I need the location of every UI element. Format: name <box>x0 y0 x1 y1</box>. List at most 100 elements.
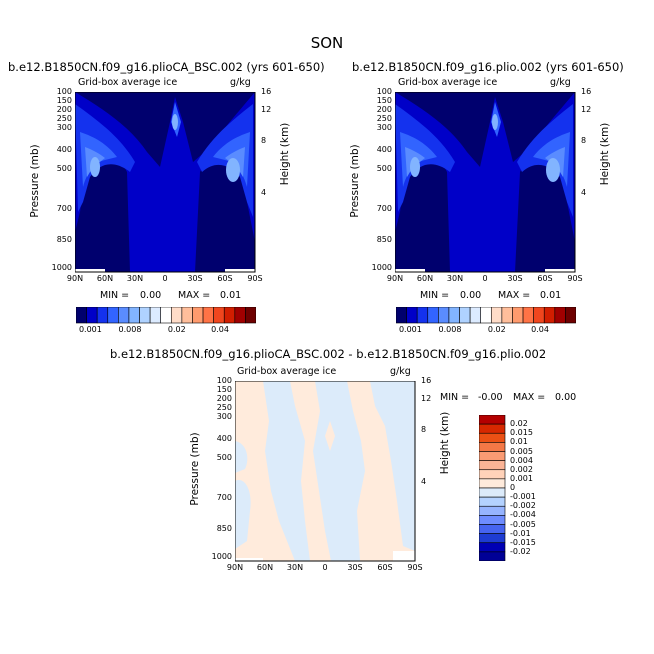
y2-tick-label: 4 <box>421 476 427 486</box>
y-tick-label: 250 <box>376 114 392 123</box>
colorbar-swatch <box>479 432 506 443</box>
x-tick-label: 90N <box>226 563 244 572</box>
colorbar-swatch <box>202 307 214 324</box>
y2-tick-label: 4 <box>261 187 267 197</box>
colorbar-swatch <box>479 469 506 480</box>
colorbar-label: 0.02 <box>167 325 186 334</box>
y-tick-label: 700 <box>376 204 392 213</box>
y-tick-label: 100 <box>216 376 232 385</box>
colorbar-swatch <box>245 307 256 324</box>
max-value: 0.01 <box>220 290 242 301</box>
colorbar-label: -0.001 <box>510 492 536 502</box>
x-tick-label: 30S <box>507 274 523 283</box>
panel-title: b.e12.B1850CN.f09_g16.plioCA_BSC.002 (yr… <box>8 60 325 74</box>
season-title: SON <box>310 34 344 52</box>
min-label: MIN = <box>440 392 470 403</box>
x-tick-label: 90S <box>567 274 583 283</box>
colorbar-label: 0.008 <box>438 325 462 334</box>
difference-plot <box>235 381 416 562</box>
colorbar-swatch <box>107 307 119 324</box>
right-string: g/kg <box>390 366 411 377</box>
colorbar-swatch <box>479 533 506 544</box>
colorbar-swatch <box>223 307 236 324</box>
colorbar-swatch <box>479 442 506 452</box>
colorbar-label: 0.001 <box>398 325 422 334</box>
x-tick-label: 30S <box>187 274 203 283</box>
y-tick-label: 150 <box>216 385 232 394</box>
y-tick-label: 1000 <box>51 263 72 273</box>
colorbar-label: 0.001 <box>510 473 533 483</box>
colorbar-swatch <box>479 515 506 525</box>
y-tick-label: 300 <box>376 123 392 132</box>
colorbar-swatch <box>479 415 506 425</box>
colorbar-swatch <box>479 487 506 498</box>
y-tick-label: 300 <box>216 412 232 421</box>
colorbar-label: 0.02 <box>510 419 528 429</box>
colorbar-swatch <box>427 307 439 324</box>
y-tick-label: 700 <box>56 204 72 213</box>
colorbar-swatch <box>128 307 140 324</box>
y-tick-label: 500 <box>376 164 392 174</box>
min-value: -0.00 <box>478 392 503 403</box>
y2-tick-label: 8 <box>261 135 267 145</box>
y-tick-label: 400 <box>376 144 392 154</box>
y-tick-label: 100 <box>56 87 72 96</box>
y-tick-label: 150 <box>376 96 392 105</box>
y2-tick-label: 12 <box>421 394 432 403</box>
panel-title: b.e12.B1850CN.f09_g16.plioCA_BSC.002 - b… <box>110 347 547 361</box>
colorbar-swatch <box>160 307 172 324</box>
colorbar-label: 0 <box>510 483 516 492</box>
colorbar-swatch <box>479 451 506 461</box>
max-value: 0.01 <box>540 290 562 301</box>
y-tick-label: 850 <box>216 523 232 533</box>
colorbar-swatch <box>86 307 98 324</box>
y2-tick-label: 12 <box>581 105 592 114</box>
colorbar-swatch <box>543 307 556 324</box>
colorbar-swatch <box>118 307 130 324</box>
max-label: MAX = <box>513 392 546 403</box>
x-tick-label: 60S <box>217 274 233 283</box>
x-tick-label: 0 <box>482 274 488 283</box>
y2-tick-label: 16 <box>421 376 432 385</box>
y2-axis-label: Height (km) <box>599 122 611 186</box>
colorbar-swatch <box>448 307 460 324</box>
x-tick-label: 90S <box>247 274 263 283</box>
colorbar <box>479 415 506 561</box>
colorbar-swatch <box>479 505 506 516</box>
colorbar-swatch <box>512 307 524 324</box>
colorbar-swatch <box>469 307 482 324</box>
contour-plot <box>75 92 256 273</box>
y-tick-label: 700 <box>216 493 232 502</box>
x-tick-label: 0 <box>322 563 328 572</box>
colorbar-label: -0.005 <box>510 519 536 529</box>
colorbar <box>76 307 256 324</box>
colorbar-swatch <box>438 307 450 324</box>
colorbar-swatch <box>234 307 246 324</box>
y2-tick-label: 16 <box>581 87 592 96</box>
y-tick-label: 850 <box>376 234 392 244</box>
colorbar-swatch <box>479 551 506 561</box>
colorbar-swatch <box>554 307 566 324</box>
colorbar-label: -0.015 <box>510 537 536 547</box>
x-tick-label: 30N <box>126 274 144 283</box>
colorbar-swatch <box>522 307 534 324</box>
colorbar-swatch <box>149 307 162 324</box>
min-value: 0.00 <box>140 290 162 301</box>
min-label: MIN = <box>420 290 450 301</box>
y2-tick-label: 8 <box>581 135 587 145</box>
colorbar-swatch <box>406 307 418 324</box>
colorbar-swatch <box>213 307 225 324</box>
colorbar-label: 0.015 <box>510 428 533 438</box>
colorbar-swatch <box>479 460 506 471</box>
y2-tick-label: 8 <box>421 424 427 434</box>
colorbar-swatch <box>76 307 87 324</box>
right-string: g/kg <box>550 77 571 88</box>
colorbar-swatch <box>459 307 471 324</box>
y2-axis-label: Height (km) <box>439 411 451 475</box>
min-value: 0.00 <box>460 290 482 301</box>
colorbar-label: -0.004 <box>510 510 536 520</box>
colorbar-label: 0.04 <box>531 325 549 334</box>
colorbar-label: -0.01 <box>510 528 531 538</box>
left-string: Grid-box average ice <box>78 77 178 88</box>
colorbar-swatch <box>533 307 545 324</box>
